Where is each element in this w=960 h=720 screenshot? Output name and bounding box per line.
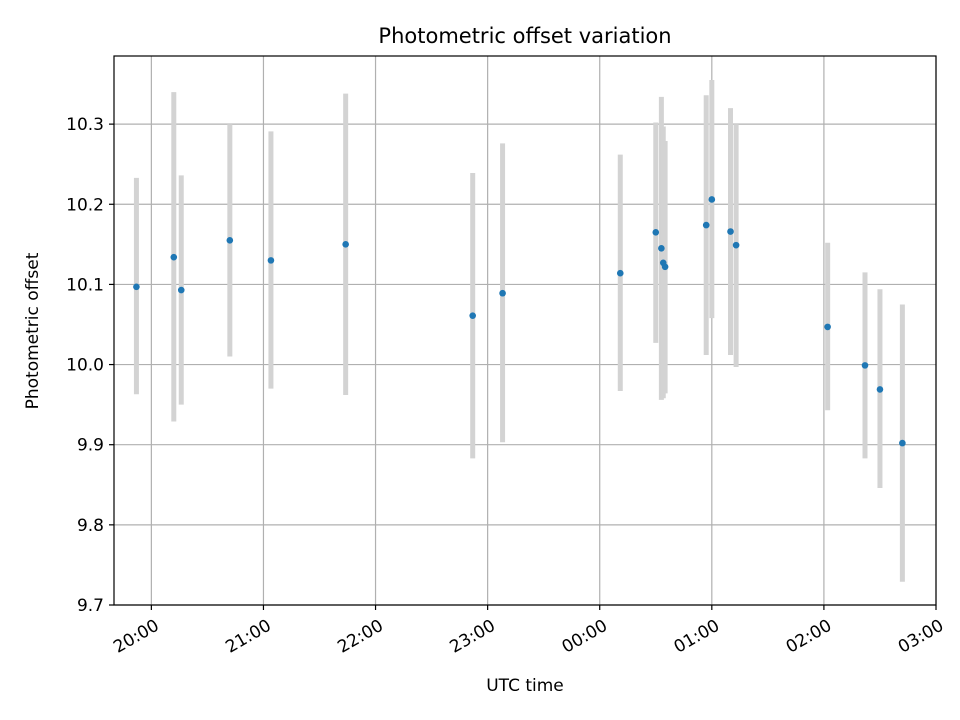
chart-title: Photometric offset variation	[378, 24, 671, 48]
data-point	[133, 283, 140, 291]
y-tick-label: 9.8	[77, 516, 104, 536]
data-point	[824, 323, 831, 331]
data-point	[899, 439, 906, 447]
data-point	[499, 289, 506, 297]
data-point	[876, 386, 884, 393]
y-tick-label: 10.1	[66, 275, 104, 295]
data-point	[616, 269, 624, 277]
y-tick-label: 9.9	[77, 436, 104, 456]
data-point	[170, 253, 178, 261]
data-point	[732, 241, 740, 249]
y-tick-label: 10.3	[66, 115, 104, 135]
data-point	[342, 241, 349, 248]
data-point	[652, 229, 660, 236]
data-point	[267, 257, 275, 264]
data-point	[702, 221, 710, 229]
data-point	[861, 362, 869, 369]
data-point	[469, 312, 476, 319]
data-point	[177, 286, 185, 294]
y-tick-label: 10.2	[66, 195, 104, 215]
data-point	[661, 263, 669, 271]
data-points	[133, 196, 906, 447]
data-point	[727, 228, 734, 235]
y-tick-label: 9.7	[77, 596, 104, 616]
y-axis-label: Photometric offset	[23, 252, 43, 409]
x-axis-label: UTC time	[486, 676, 564, 696]
data-point	[226, 237, 234, 244]
y-axis-ticks: 9.7 9.8 9.9 10.0 10.1 10.2 10.3	[66, 115, 114, 616]
data-point	[708, 196, 716, 203]
plot-area	[114, 56, 936, 605]
data-point	[658, 245, 665, 252]
y-tick-label: 10.0	[66, 356, 104, 376]
plot-frame	[113, 55, 937, 606]
